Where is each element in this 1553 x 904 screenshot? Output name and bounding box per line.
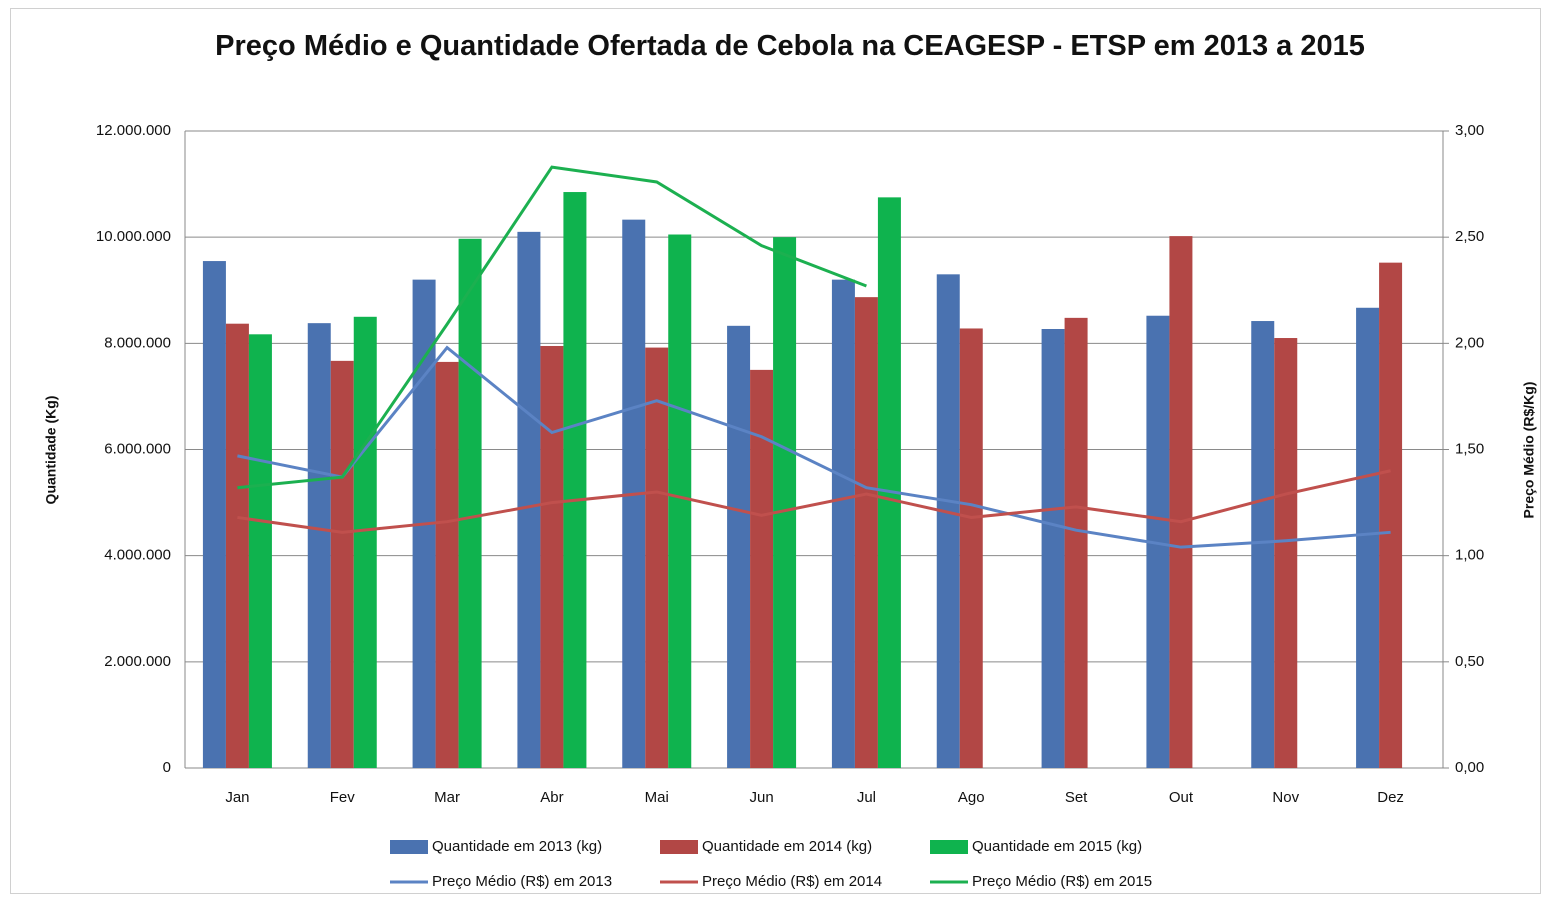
bar xyxy=(435,361,459,768)
y-tick-label: 6.000.000 xyxy=(104,440,171,457)
x-tick-label: Mar xyxy=(434,789,460,806)
y-tick-label: 8.000.000 xyxy=(104,334,171,351)
bar xyxy=(1146,315,1170,768)
legend-label: Quantidade em 2013 (kg) xyxy=(432,838,602,855)
bar xyxy=(225,323,249,768)
bar xyxy=(1041,329,1065,768)
legend-label: Preço Médio (R$) em 2014 xyxy=(702,873,882,890)
chart-frame xyxy=(10,8,1541,894)
legend-label: Quantidade em 2014 (kg) xyxy=(702,838,872,855)
bar xyxy=(540,345,564,768)
bar xyxy=(877,197,901,768)
y2-tick-label: 2,00 xyxy=(1455,334,1484,351)
x-tick-label: Mai xyxy=(645,789,669,806)
y2-tick-label: 0,00 xyxy=(1455,759,1484,776)
bar xyxy=(248,334,272,768)
line xyxy=(237,469,1391,534)
bar xyxy=(773,237,797,768)
chart-title: Preço Médio e Quantidade Ofertada de Ceb… xyxy=(215,30,1365,62)
bar xyxy=(727,325,751,768)
y-tick-label: 2.000.000 xyxy=(104,653,171,670)
legend-swatch xyxy=(930,840,968,854)
x-tick-label: Dez xyxy=(1377,789,1404,806)
y-tick-label: 4.000.000 xyxy=(104,547,171,564)
legend-swatch xyxy=(390,840,428,854)
bar xyxy=(1064,317,1088,768)
bar xyxy=(1356,307,1380,768)
bar xyxy=(936,274,960,768)
y-axis-label: Quantidade (Kg) xyxy=(43,396,59,505)
y2-tick-label: 2,50 xyxy=(1455,228,1484,245)
bar xyxy=(458,238,482,769)
y-tick-label: 10.000.000 xyxy=(96,228,171,245)
line xyxy=(237,345,1391,549)
legend-label: Quantidade em 2015 (kg) xyxy=(972,838,1142,855)
x-tick-label: Jul xyxy=(857,789,876,806)
y2-tick-label: 1,00 xyxy=(1455,547,1484,564)
bar xyxy=(831,279,855,768)
y2-tick-label: 1,50 xyxy=(1455,440,1484,457)
bar xyxy=(1274,338,1298,768)
bar xyxy=(307,323,331,768)
x-tick-label: Nov xyxy=(1272,789,1299,806)
x-tick-label: Fev xyxy=(330,789,356,806)
y2-tick-label: 0,50 xyxy=(1455,653,1484,670)
x-tick-label: Jun xyxy=(749,789,773,806)
bar xyxy=(330,360,354,768)
bar xyxy=(668,234,692,768)
bar xyxy=(517,231,541,768)
bar xyxy=(202,261,226,768)
bar xyxy=(750,369,774,768)
legend-swatch xyxy=(660,840,698,854)
bar xyxy=(563,192,587,768)
x-tick-label: Abr xyxy=(540,789,563,806)
bar xyxy=(959,328,983,768)
bar xyxy=(854,297,878,768)
legend-label: Preço Médio (R$) em 2015 xyxy=(972,873,1152,890)
x-tick-label: Jan xyxy=(225,789,249,806)
bar xyxy=(1379,262,1403,768)
bar xyxy=(353,316,377,768)
line xyxy=(237,165,867,490)
y2-axis-label: Preço Médio (R$/Kg) xyxy=(1521,382,1537,519)
bar xyxy=(645,347,669,768)
bar xyxy=(1251,321,1275,768)
y-tick-label: 12.000.000 xyxy=(96,122,171,139)
bar xyxy=(1169,236,1193,769)
x-tick-label: Set xyxy=(1065,789,1088,806)
x-tick-label: Ago xyxy=(958,789,985,806)
legend-label: Preço Médio (R$) em 2013 xyxy=(432,873,612,890)
x-tick-label: Out xyxy=(1169,789,1194,806)
y-tick-label: 0 xyxy=(163,759,171,776)
y2-tick-label: 3,00 xyxy=(1455,122,1484,139)
